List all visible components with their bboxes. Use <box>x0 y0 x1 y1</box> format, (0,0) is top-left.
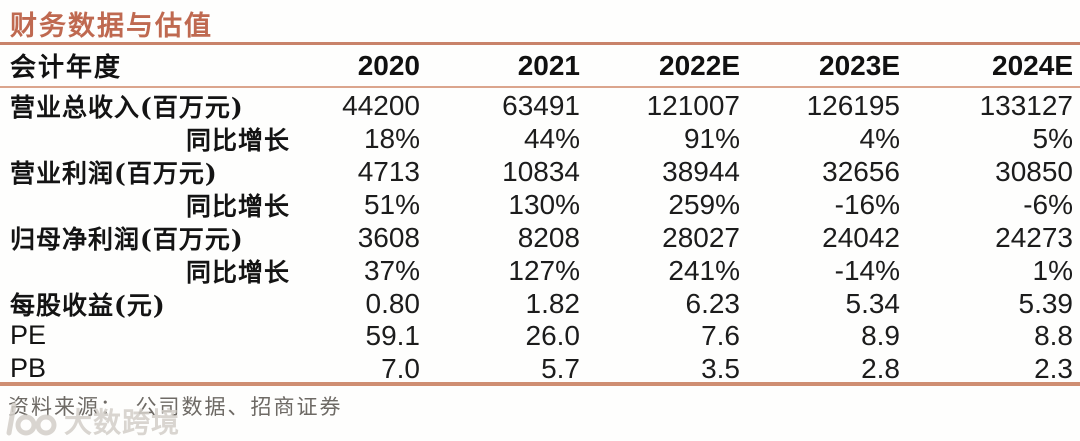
row-sublabel: 同比增长 <box>185 258 290 287</box>
cell-value: 24042 <box>822 222 900 253</box>
row-label: PB <box>10 353 47 383</box>
cell-value: 59.1 <box>365 319 421 351</box>
cell-value: 3.5 <box>701 352 740 384</box>
cell-value: 2.8 <box>861 352 900 384</box>
cell-value: -16% <box>834 189 900 220</box>
cell-value: 51% <box>363 189 420 220</box>
cell-value: 241% <box>668 255 740 286</box>
cell-value: 4% <box>859 123 900 154</box>
cell-value: 1% <box>1032 255 1073 286</box>
cell-value: 4713 <box>357 156 420 187</box>
cell-value: 26.0 <box>525 319 581 351</box>
table-row: 每股收益(元) 0.80 1.82 6.23 5.34 5.39 <box>0 286 1080 320</box>
cell-value: -14% <box>834 255 900 286</box>
header-year-2024e: 2024E <box>992 49 1073 81</box>
row-label: 归母净利润(百万元) <box>10 225 244 254</box>
cell-value: 7.0 <box>381 352 420 384</box>
cell-value: 121007 <box>646 90 740 121</box>
table-row: PB 7.0 5.7 3.5 2.8 2.3 <box>0 352 1080 385</box>
header-year-2021: 2021 <box>517 49 580 81</box>
source-note: 资料来源： 公司数据、招商证券 <box>8 395 343 419</box>
header-year-2022e: 2022E <box>659 49 740 81</box>
cell-value: 8.8 <box>1034 319 1073 351</box>
cell-value: 44% <box>523 123 580 154</box>
cell-value: 8208 <box>517 222 580 253</box>
row-sublabel: 同比增长 <box>185 126 290 155</box>
table-header-row: 会计年度 2020 2021 2022E 2023E 2024E <box>0 45 1080 88</box>
cell-value: 6.23 <box>685 288 741 319</box>
table-body: 营业总收入(百万元) 44200 63491 121007 126195 133127 同比… <box>0 88 1080 385</box>
table-row: PE 59.1 26.0 7.6 8.9 8.8 <box>0 319 1080 352</box>
row-label: 营业总收入(百万元) <box>10 93 244 122</box>
cell-value: 133127 <box>979 90 1073 121</box>
cell-value: 5% <box>1032 123 1073 154</box>
table-row: 营业总收入(百万元) 44200 63491 121007 126195 133127 <box>0 88 1080 122</box>
cell-value: 3608 <box>357 222 420 253</box>
table-row: 归母净利润(百万元) 3608 8208 28027 24042 24273 <box>0 220 1080 254</box>
cell-value: 32656 <box>822 156 900 187</box>
cell-value: 127% <box>508 255 580 286</box>
cell-value: 126195 <box>806 90 900 121</box>
header-fiscal-year-label: 会计年度 <box>10 53 123 83</box>
cell-value: 91% <box>683 123 740 154</box>
cell-value: 44200 <box>342 90 420 121</box>
cell-value: 130% <box>508 189 580 220</box>
cell-value: 8.9 <box>861 319 900 351</box>
table-row: 同比增长 51% 130% 259% -16% -6% <box>0 187 1080 221</box>
table-row: 同比增长 37% 127% 241% -14% 1% <box>0 253 1080 287</box>
title-underline-rule <box>0 42 1080 45</box>
financial-table: 会计年度 2020 2021 2022E 2023E 2024E 营业总收入(百… <box>0 45 1080 385</box>
cell-value: 7.6 <box>701 319 740 351</box>
cell-value: 18% <box>363 123 420 154</box>
row-label: 营业利润(百万元) <box>10 159 218 188</box>
cell-value: 38944 <box>662 156 740 187</box>
page-title: 财务数据与估值 <box>10 11 213 42</box>
cell-value: 5.7 <box>541 352 580 384</box>
cell-value: -6% <box>1023 189 1073 220</box>
row-label: 每股收益(元) <box>10 291 166 320</box>
cell-value: 2.3 <box>1034 352 1073 384</box>
cell-value: 5.39 <box>1018 288 1074 319</box>
cell-value: 63491 <box>502 90 580 121</box>
header-year-2023e: 2023E <box>819 49 900 81</box>
table-row: 营业利润(百万元) 4713 10834 38944 32656 30850 <box>0 154 1080 188</box>
cell-value: 24273 <box>995 222 1073 253</box>
cell-value: 0.80 <box>365 288 421 319</box>
cell-value: 30850 <box>995 156 1073 187</box>
cell-value: 259% <box>668 189 740 220</box>
cell-value: 1.82 <box>525 288 581 319</box>
row-label: PE <box>10 320 47 350</box>
header-year-2020: 2020 <box>357 49 420 81</box>
cell-value: 5.34 <box>845 288 901 319</box>
row-sublabel: 同比增长 <box>185 192 290 221</box>
table-row: 同比增长 18% 44% 91% 4% 5% <box>0 121 1080 155</box>
cell-value: 28027 <box>662 222 740 253</box>
cell-value: 37% <box>363 255 420 286</box>
table-bottom-rule <box>0 382 1080 386</box>
cell-value: 10834 <box>502 156 580 187</box>
